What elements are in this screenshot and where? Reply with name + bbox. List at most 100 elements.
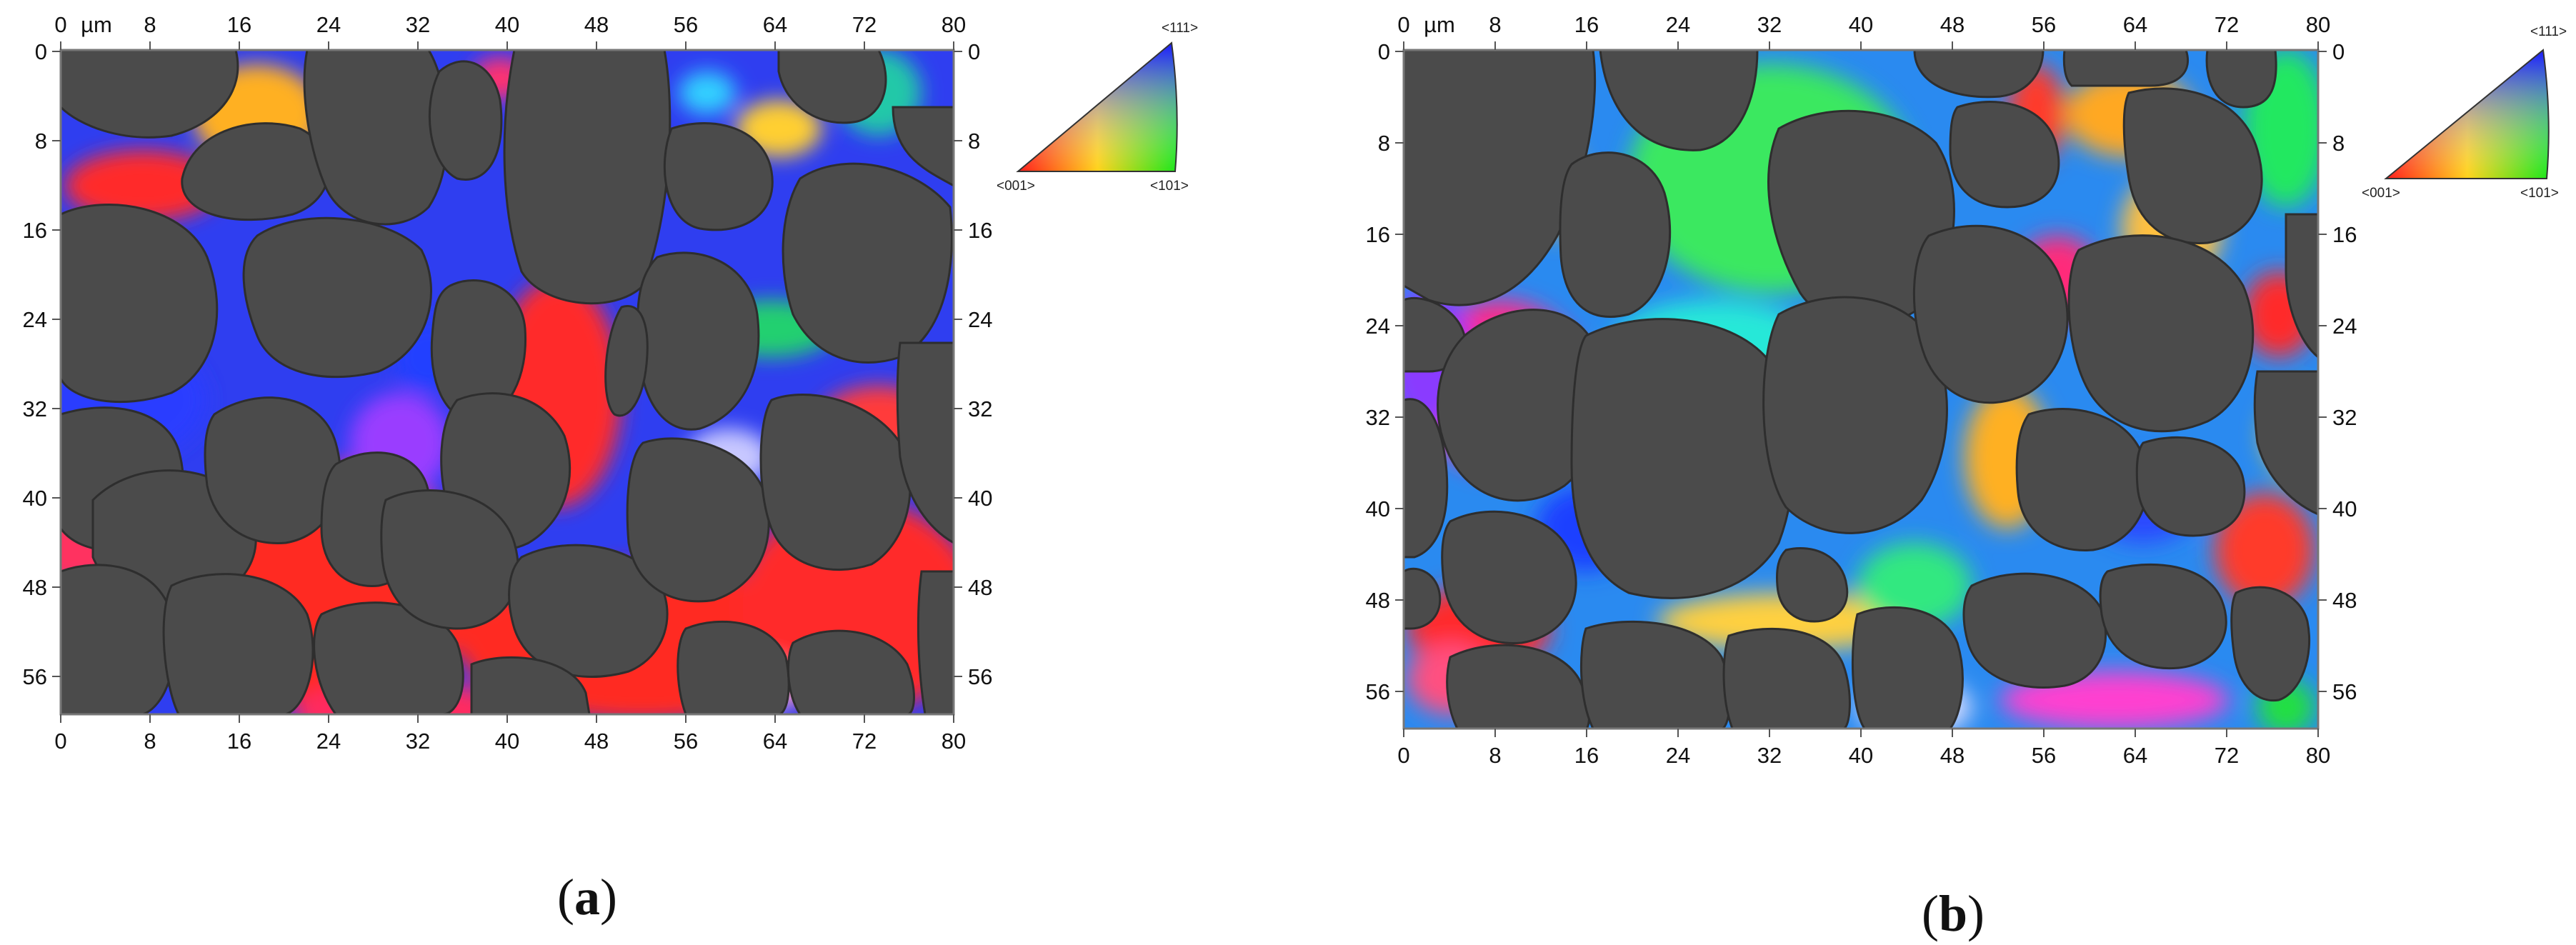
x-tick-top-b: 8 — [1489, 12, 1501, 37]
y-tick-left-b: 8 — [1378, 131, 1390, 156]
y-tick-left-a: 16 — [23, 218, 47, 243]
x-tick-top-b: 24 — [1666, 12, 1690, 37]
panel-b: 0 µm 8 16 24 32 40 48 56 64 72 80 0 8 16… — [1286, 0, 2576, 945]
bottom-axis-a — [60, 714, 954, 723]
axis-unit-a: µm — [81, 12, 112, 37]
top-axis-a — [60, 41, 954, 50]
ebsd-map-a: 0 µm 8 16 24 32 40 48 56 64 72 80 0 8 16… — [23, 12, 1199, 754]
x-tick-top-a: 32 — [406, 12, 430, 37]
ipf-key-b: <111> <001> <101> — [2362, 24, 2567, 201]
ipf-label-001-a: <001> — [997, 179, 1035, 194]
x-tick-bottom-b: 40 — [1849, 743, 1873, 768]
bottom-axis-b — [1403, 729, 2319, 737]
x-tick-bottom-a: 24 — [316, 729, 341, 754]
ipf-label-111-a: <111> — [1162, 21, 1198, 36]
top-axis-b — [1403, 41, 2319, 50]
y-tick-right-b: 0 — [2332, 39, 2345, 64]
y-tick-left-a: 24 — [23, 307, 47, 332]
y-tick-left-b: 40 — [1366, 496, 1390, 521]
x-tick-top-b: 32 — [1757, 12, 1782, 37]
x-tick-bottom-a: 8 — [144, 729, 156, 754]
y-tick-right-a: 40 — [968, 486, 992, 511]
y-tick-right-a: 32 — [968, 396, 992, 421]
y-tick-left-b: 0 — [1378, 39, 1390, 64]
grains-a — [61, 50, 954, 714]
y-tick-right-a: 56 — [968, 664, 992, 689]
x-tick-top-a: 24 — [316, 12, 341, 37]
ipf-key-a: <111> <001> <101> — [997, 21, 1198, 194]
x-tick-bottom-a: 56 — [674, 729, 698, 754]
right-axis-a — [954, 51, 962, 677]
y-tick-right-b: 32 — [2332, 405, 2357, 430]
y-tick-right-b: 56 — [2332, 679, 2357, 704]
x-tick-bottom-b: 72 — [2215, 743, 2239, 768]
ipf-label-101-b: <101> — [2520, 186, 2559, 201]
y-tick-right-b: 16 — [2332, 222, 2357, 247]
x-tick-top-a: 48 — [584, 12, 609, 37]
x-tick-bottom-b: 48 — [1940, 743, 1965, 768]
x-tick-bottom-a: 48 — [584, 729, 609, 754]
x-tick-top-b: 40 — [1849, 12, 1873, 37]
ipf-label-111-b: <111> — [2530, 24, 2567, 39]
y-tick-right-a: 16 — [968, 218, 992, 243]
x-tick-bottom-a: 0 — [54, 729, 66, 754]
x-tick-bottom-b: 64 — [2123, 743, 2147, 768]
y-tick-left-b: 32 — [1366, 405, 1390, 430]
x-tick-top-b: 48 — [1940, 12, 1965, 37]
x-tick-bottom-b: 24 — [1666, 743, 1690, 768]
x-tick-bottom-b: 8 — [1489, 743, 1501, 768]
x-tick-bottom-b: 80 — [2306, 743, 2330, 768]
x-tick-bottom-a: 32 — [406, 729, 430, 754]
y-tick-left-a: 0 — [35, 39, 47, 64]
y-tick-right-a: 0 — [968, 39, 980, 64]
y-tick-left-b: 56 — [1366, 679, 1390, 704]
x-tick-top-a: 72 — [852, 12, 877, 37]
y-tick-left-b: 16 — [1366, 222, 1390, 247]
x-tick-bottom-b: 56 — [2032, 743, 2056, 768]
y-tick-right-a: 48 — [968, 575, 992, 600]
x-tick-top-b: 64 — [2123, 12, 2147, 37]
x-tick-top-a: 16 — [227, 12, 251, 37]
x-tick-top-b: 0 — [1397, 12, 1409, 37]
x-tick-bottom-a: 64 — [763, 729, 787, 754]
y-tick-right-a: 24 — [968, 307, 992, 332]
y-tick-right-b: 40 — [2332, 496, 2357, 521]
grains-b — [1404, 50, 2318, 729]
x-tick-bottom-b: 0 — [1397, 743, 1409, 768]
x-tick-top-a: 0 — [54, 12, 66, 37]
y-tick-left-a: 40 — [23, 486, 47, 511]
y-tick-right-b: 24 — [2332, 314, 2357, 339]
x-tick-bottom-b: 16 — [1574, 743, 1599, 768]
left-axis-a — [52, 51, 61, 677]
caption-b: (b) — [1922, 885, 1985, 942]
caption-a: (a) — [557, 869, 617, 926]
x-tick-top-a: 56 — [674, 12, 698, 37]
x-tick-top-a: 80 — [942, 12, 966, 37]
y-tick-left-b: 24 — [1366, 314, 1390, 339]
ipf-label-101-a: <101> — [1150, 179, 1189, 194]
axis-unit-b: µm — [1424, 12, 1455, 37]
y-tick-left-b: 48 — [1366, 588, 1390, 613]
x-tick-top-b: 72 — [2215, 12, 2239, 37]
x-tick-top-a: 8 — [144, 12, 156, 37]
y-tick-left-a: 48 — [23, 575, 47, 600]
ebsd-map-b: 0 µm 8 16 24 32 40 48 56 64 72 80 0 8 16… — [1366, 12, 2567, 768]
x-tick-top-b: 56 — [2032, 12, 2056, 37]
x-tick-top-b: 80 — [2306, 12, 2330, 37]
y-tick-left-a: 56 — [23, 664, 47, 689]
y-tick-left-a: 8 — [35, 129, 47, 154]
x-tick-bottom-b: 32 — [1757, 743, 1782, 768]
y-tick-right-b: 48 — [2332, 588, 2357, 613]
panel-a: 0 µm 8 16 24 32 40 48 56 64 72 80 0 8 16… — [0, 0, 1286, 945]
right-axis-b — [2318, 51, 2327, 692]
x-tick-top-b: 16 — [1574, 12, 1599, 37]
x-tick-bottom-a: 80 — [942, 729, 966, 754]
y-tick-right-a: 8 — [968, 129, 980, 154]
y-tick-right-b: 8 — [2332, 131, 2345, 156]
x-tick-bottom-a: 40 — [495, 729, 519, 754]
ipf-label-001-b: <001> — [2362, 186, 2400, 201]
x-tick-bottom-a: 16 — [227, 729, 251, 754]
x-tick-top-a: 64 — [763, 12, 787, 37]
left-axis-b — [1395, 51, 1404, 692]
y-tick-left-a: 32 — [23, 396, 47, 421]
